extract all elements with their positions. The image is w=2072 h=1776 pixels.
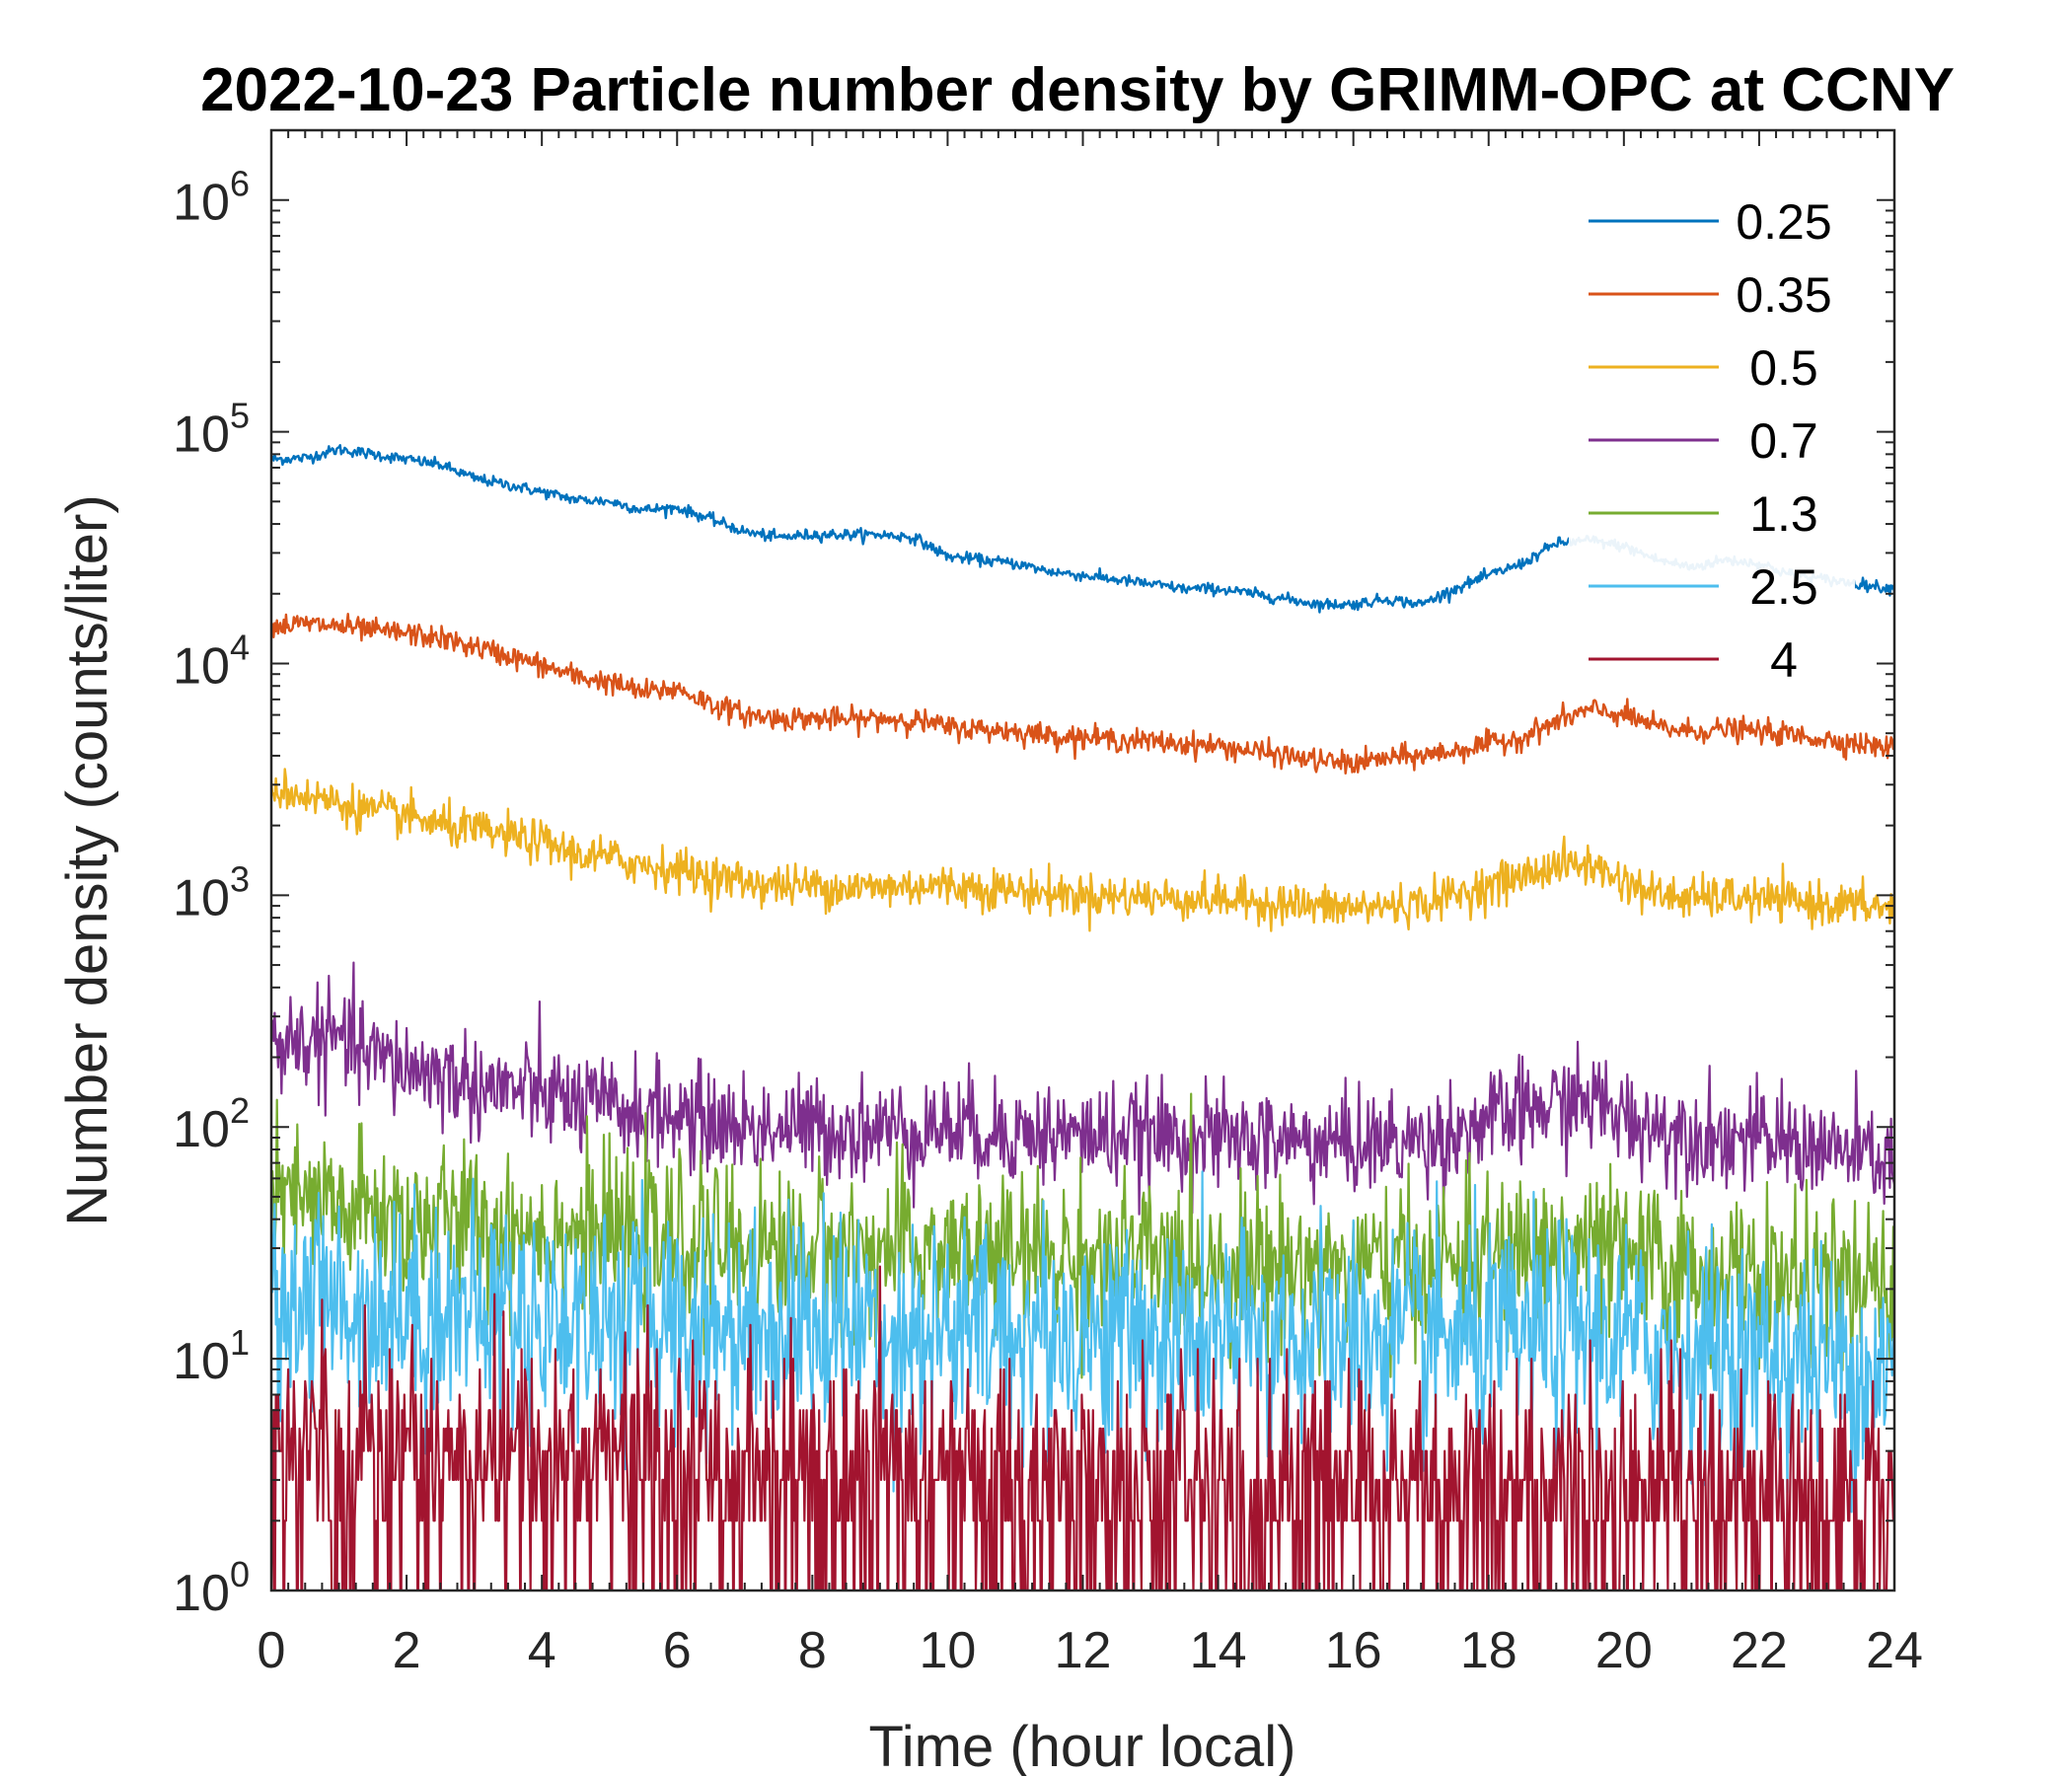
legend-label-1-3: 1.3 [1749,486,1818,542]
legend-label-4: 4 [1770,632,1798,688]
chart-title: 2022-10-23 Particle number density by GR… [200,56,1955,124]
y-tick-label: 105 [173,396,250,464]
series-line-0-35 [271,613,1894,775]
series-layer [271,444,1894,1591]
series-line-4 [271,1265,1894,1591]
series-line-2-5 [271,1170,1894,1538]
axes-frame: 0 2 4 6 8 10 12 14 16 18 20 22 241001011021031041051… [173,128,1923,1679]
legend: 0.25 0.35 0.5 0.7 1.3 2.5 4 [1569,183,1855,696]
legend-label-0-25: 0.25 [1736,194,1831,250]
series-line-0-7 [271,961,1894,1217]
x-tick-label: 6 [663,1622,692,1679]
x-tick-label: 8 [798,1622,827,1679]
x-tick-label: 14 [1190,1622,1247,1679]
y-tick-label: 104 [173,627,250,695]
x-tick-label: 10 [919,1622,976,1679]
legend-label-2-5: 2.5 [1749,559,1818,615]
y-tick-label: 103 [173,858,250,926]
y-tick-label: 100 [173,1554,250,1622]
x-tick-label: 4 [528,1622,556,1679]
y-tick-label: 106 [173,164,250,232]
x-tick-label: 12 [1055,1622,1112,1679]
x-tick-label: 22 [1731,1622,1788,1679]
y-tick-label: 102 [173,1090,250,1158]
legend-label-0-5: 0.5 [1749,340,1818,396]
x-tick-label: 20 [1595,1622,1653,1679]
y-axis-label: Number density (counts/liter) [55,494,119,1225]
legend-label-0-35: 0.35 [1736,267,1831,323]
x-tick-label: 16 [1325,1622,1382,1679]
x-tick-label: 0 [258,1622,286,1679]
series-line-0-5 [271,768,1894,932]
x-axis-label: Time (hour local) [869,1715,1296,1776]
x-tick-label: 18 [1460,1622,1517,1679]
x-tick-label: 24 [1866,1622,1923,1679]
x-tick-label: 2 [393,1622,421,1679]
legend-label-0-7: 0.7 [1749,413,1818,469]
y-tick-label: 101 [173,1322,250,1390]
series-line-1-3 [271,1092,1894,1379]
